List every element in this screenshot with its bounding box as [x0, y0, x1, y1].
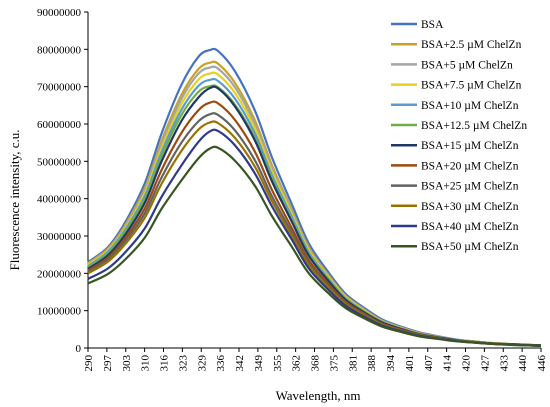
x-tick-label: 401	[404, 355, 416, 372]
y-tick-label: 80000000	[37, 44, 82, 56]
legend-label: BSA+7.5 µM ChelZn	[421, 80, 522, 92]
legend-label: BSA+25 µM ChelZn	[421, 181, 519, 193]
legend-label: BSA+50 µM ChelZn	[421, 241, 519, 253]
y-tick-label: 0	[76, 343, 82, 355]
y-tick-label: 90000000	[37, 7, 82, 19]
x-tick-label: 297	[102, 355, 114, 372]
x-tick-label: 388	[366, 355, 378, 372]
legend-label: BSA+20 µM ChelZn	[421, 160, 519, 172]
legend-label: BSA+2.5 µM ChelZn	[421, 39, 522, 51]
y-tick-label: 30000000	[37, 231, 82, 243]
x-tick-label: 446	[536, 355, 548, 372]
x-tick-label: 336	[215, 355, 227, 372]
x-tick-label: 349	[253, 355, 265, 372]
y-tick-label: 60000000	[37, 119, 82, 131]
y-axis-ticks: 0 10000000 20000000 30000000 40000000 5000000…	[37, 7, 88, 355]
legend-label: BSA+40 µM ChelZn	[421, 221, 519, 233]
y-tick-label: 40000000	[37, 194, 82, 206]
series-line-11	[87, 145, 542, 347]
x-tick-label: 323	[177, 355, 189, 372]
x-tick-label: 362	[291, 355, 303, 372]
legend-label: BSA+30 µM ChelZn	[421, 201, 519, 213]
legend-label: BSA	[421, 19, 444, 31]
x-tick-label: 355	[272, 355, 284, 372]
legend-label: BSA+15 µM ChelZn	[421, 140, 519, 152]
y-tick-label: 50000000	[37, 156, 82, 168]
x-tick-label: 310	[140, 355, 152, 372]
x-tick-label: 394	[385, 355, 397, 372]
y-tick-label: 20000000	[37, 268, 82, 280]
series-lines	[87, 47, 542, 347]
x-tick-label: 440	[517, 355, 529, 372]
x-tick-label: 316	[159, 355, 171, 372]
x-tick-label: 303	[121, 355, 133, 372]
x-tick-label: 329	[196, 355, 208, 372]
x-axis-title: Wavelength, nm	[276, 388, 361, 403]
x-tick-label: 381	[347, 355, 359, 372]
x-tick-label: 414	[442, 355, 454, 372]
legend: BSA BSA+2.5 µM ChelZn BSA+5 µM ChelZn BSA+7…	[391, 19, 527, 253]
legend-label: BSA+5 µM ChelZn	[421, 59, 513, 71]
x-tick-label: 290	[83, 355, 95, 372]
x-tick-label: 368	[310, 355, 322, 372]
x-tick-label: 375	[328, 355, 340, 372]
x-tick-label: 427	[479, 355, 491, 372]
x-axis-ticks: 290 297 303 310 316 323 329 336 342 349 355 362 368 3…	[83, 348, 548, 372]
y-axis-title: Fluorescence intensity, c.u.	[7, 129, 22, 270]
y-tick-label: 70000000	[37, 82, 82, 94]
x-tick-label: 342	[234, 355, 246, 372]
y-tick-label: 10000000	[37, 306, 82, 318]
legend-label: BSA+10 µM ChelZn	[421, 100, 519, 112]
legend-label: BSA+12.5 µM ChelZn	[421, 120, 527, 132]
x-tick-label: 407	[423, 355, 435, 372]
x-tick-label: 433	[498, 355, 510, 372]
x-tick-label: 420	[461, 355, 473, 372]
